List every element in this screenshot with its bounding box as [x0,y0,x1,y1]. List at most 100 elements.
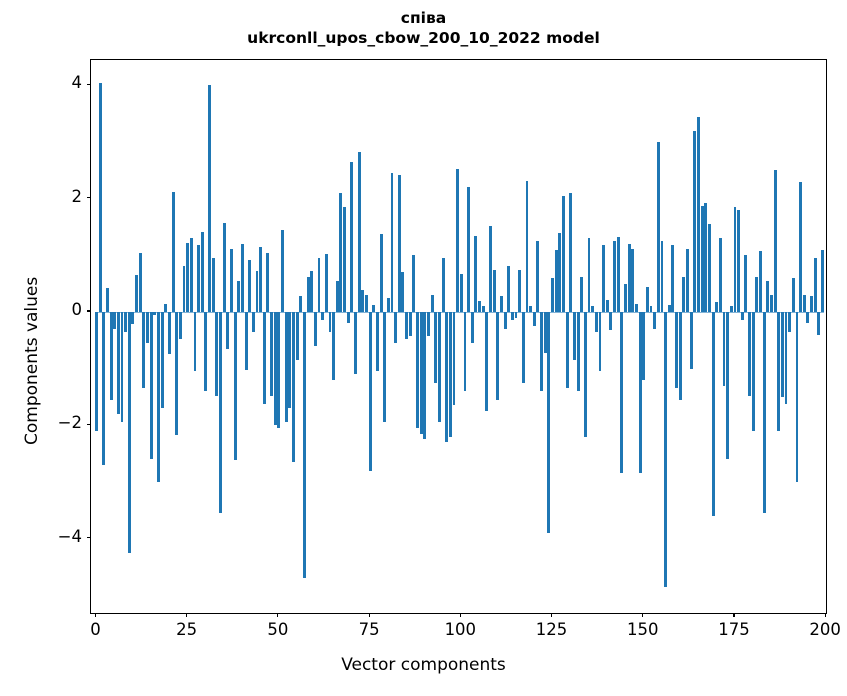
bar [740,312,744,321]
bar [697,116,700,312]
bar [748,312,751,396]
bar [178,312,182,340]
bar [587,238,591,312]
bar [361,290,365,312]
bar [737,210,741,312]
bar [594,312,598,332]
bar [226,312,230,349]
bar [445,312,449,443]
bar [529,306,533,312]
bar [547,312,551,533]
zero-baseline [94,311,825,313]
bar [532,312,536,327]
bar [98,82,102,312]
x-tick-label: 25 [176,620,198,639]
bar [237,280,241,312]
bar [109,312,113,400]
bar [463,312,467,392]
bar [317,258,321,312]
bar [434,312,438,383]
bar [791,278,795,312]
bar [686,248,689,312]
bar [113,312,117,329]
bar [638,312,642,474]
bar [613,241,616,312]
bar [543,312,547,353]
bar [821,249,824,312]
bar [583,312,587,437]
bar [769,295,773,312]
chart-title-line-1: співа [400,9,447,27]
bar [492,269,496,312]
bar [277,312,281,429]
y-tick-mark [86,83,91,86]
bar [120,312,124,423]
x-tick-mark [277,613,279,618]
bar [273,312,277,426]
bar [135,275,139,312]
bar [259,246,263,312]
bar [313,312,317,346]
bar [394,312,398,344]
bar [602,245,606,312]
y-tick-mark [86,197,91,199]
bar [518,269,522,312]
bar [419,312,423,434]
bar [777,312,781,431]
x-axis-label: Vector components [341,655,506,675]
bar [266,252,270,312]
bar [299,296,303,312]
bar [262,312,266,404]
bar [171,191,175,312]
bar [605,299,609,312]
bar [678,312,682,400]
bar [489,225,492,312]
bar [642,312,646,380]
bar [295,312,299,361]
bar [562,195,565,312]
bar [321,312,325,321]
bar [153,312,157,315]
bar [397,174,401,312]
bar [551,278,554,312]
bar [481,306,485,312]
bar [105,288,109,312]
plot-axes [90,59,827,614]
bar [478,300,481,312]
bar [157,312,160,482]
x-tick-label: 175 [718,620,750,639]
bar [142,312,146,389]
bar [339,193,343,312]
chart-title: співа ukrconll_upos_cbow_200_10_2022 mod… [0,8,847,48]
bar [470,312,474,344]
bar [802,295,806,312]
bar [204,312,208,392]
x-tick-mark [824,613,826,618]
bar [616,237,620,312]
bar [160,312,164,409]
bar [784,312,788,404]
bar [726,312,730,460]
bar [718,238,722,312]
bar [467,187,471,312]
bar [700,205,704,312]
bar [580,276,584,312]
bar [634,303,638,312]
bar [704,203,708,312]
bar [230,248,233,312]
bar [499,296,503,312]
x-tick-label: 150 [627,620,659,639]
bar [671,245,675,312]
bar [624,283,627,312]
bar [729,306,733,312]
bar [368,312,372,471]
bar [485,312,489,412]
x-tick-label: 0 [90,620,101,639]
bar [693,130,697,312]
bar [521,312,525,383]
bar [733,207,737,312]
y-tick-label: −4 [57,526,82,546]
bar [138,252,142,312]
bar [755,276,759,312]
bar [711,312,715,516]
